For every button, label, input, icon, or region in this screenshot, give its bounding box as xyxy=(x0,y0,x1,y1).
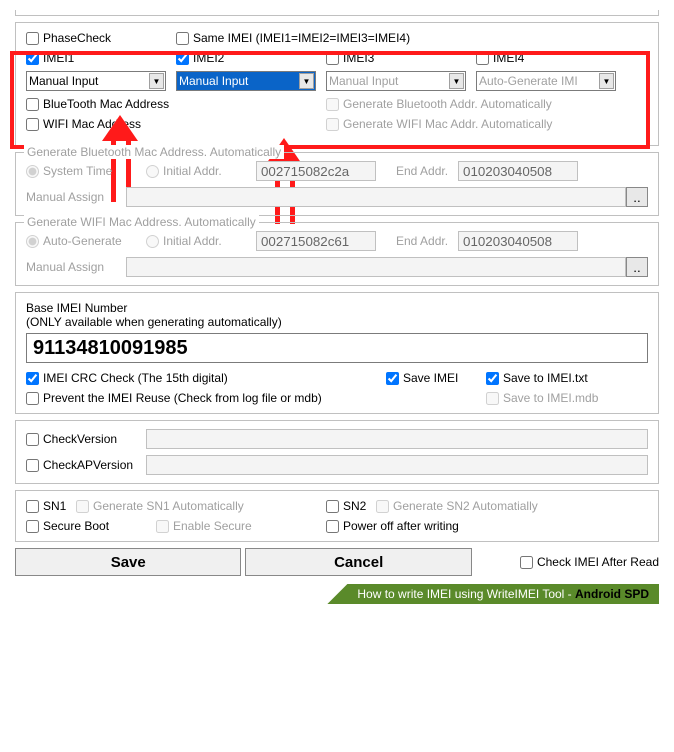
base-imei-note: (ONLY available when generating automati… xyxy=(26,315,648,329)
wifi-autogen-radio xyxy=(26,235,39,248)
sn2-checkbox[interactable] xyxy=(326,500,339,513)
base-imei-label: Base IMEI Number xyxy=(26,301,648,315)
imei1-label: IMEI1 xyxy=(43,51,74,65)
save-txt-checkbox[interactable] xyxy=(486,372,499,385)
bt-manual-input xyxy=(126,187,626,207)
gen-sn1-checkbox xyxy=(76,500,89,513)
imei3-label: IMEI3 xyxy=(343,51,374,65)
group-wifi-title: Generate WIFI Mac Address. Automatically xyxy=(24,215,259,229)
wifi-manual-browse-button[interactable]: .. xyxy=(626,257,648,277)
bt-system-time-radio xyxy=(26,165,39,178)
imei2-label: IMEI2 xyxy=(193,51,224,65)
checkversion-input xyxy=(146,429,648,449)
sn1-checkbox[interactable] xyxy=(26,500,39,513)
secure-boot-checkbox[interactable] xyxy=(26,520,39,533)
gen-wifi-auto-label: Generate WIFI Mac Addr. Automatically xyxy=(343,117,552,131)
imei3-select xyxy=(326,71,466,91)
base-imei-input[interactable] xyxy=(26,333,648,363)
wifi-mac-checkbox[interactable] xyxy=(26,118,39,131)
imei4-checkbox[interactable] xyxy=(476,52,489,65)
imei4-label: IMEI4 xyxy=(493,51,524,65)
save-button[interactable]: Save xyxy=(15,548,241,576)
dropdown-arrow-icon[interactable]: ▼ xyxy=(299,73,314,89)
bluetooth-mac-checkbox[interactable] xyxy=(26,98,39,111)
imei3-checkbox[interactable] xyxy=(326,52,339,65)
checkversion-checkbox[interactable] xyxy=(26,433,39,446)
power-off-checkbox[interactable] xyxy=(326,520,339,533)
gen-wifi-auto-checkbox xyxy=(326,118,339,131)
wifi-initial-input xyxy=(256,231,376,251)
imei4-select xyxy=(476,71,616,91)
bluetooth-mac-label: BlueTooth Mac Address xyxy=(43,97,169,111)
dropdown-arrow-icon: ▼ xyxy=(599,73,614,89)
gen-bt-auto-label: Generate Bluetooth Addr. Automatically xyxy=(343,97,552,111)
sameimei-label: Same IMEI (IMEI1=IMEI2=IMEI3=IMEI4) xyxy=(193,31,410,45)
phasecheck-checkbox[interactable] xyxy=(26,32,39,45)
checkapversion-checkbox[interactable] xyxy=(26,459,39,472)
wifi-manual-input xyxy=(126,257,626,277)
bt-manual-browse-button[interactable]: .. xyxy=(626,187,648,207)
dropdown-arrow-icon: ▼ xyxy=(449,73,464,89)
gen-sn2-checkbox xyxy=(376,500,389,513)
sameimei-checkbox[interactable] xyxy=(176,32,189,45)
crc-check-checkbox[interactable] xyxy=(26,372,39,385)
footer-banner: How to write IMEI using WriteIMEI Tool -… xyxy=(327,584,659,604)
save-imei-checkbox[interactable] xyxy=(386,372,399,385)
bt-initial-radio xyxy=(146,165,159,178)
imei2-checkbox[interactable] xyxy=(176,52,189,65)
group-bt-title: Generate Bluetooth Mac Address. Automati… xyxy=(24,145,284,159)
bt-initial-input xyxy=(256,161,376,181)
wifi-initial-radio xyxy=(146,235,159,248)
checkapversion-input xyxy=(146,455,648,475)
wifi-end-input xyxy=(458,231,578,251)
gen-bt-auto-checkbox xyxy=(326,98,339,111)
bt-end-input xyxy=(458,161,578,181)
check-after-checkbox[interactable] xyxy=(520,556,533,569)
prevent-reuse-checkbox[interactable] xyxy=(26,392,39,405)
cancel-button[interactable]: Cancel xyxy=(245,548,471,576)
imei1-select[interactable] xyxy=(26,71,166,91)
enable-secure-checkbox xyxy=(156,520,169,533)
imei1-checkbox[interactable] xyxy=(26,52,39,65)
phasecheck-label: PhaseCheck xyxy=(43,31,111,45)
save-mdb-checkbox xyxy=(486,392,499,405)
imei2-select[interactable] xyxy=(176,71,316,91)
dropdown-arrow-icon[interactable]: ▼ xyxy=(149,73,164,89)
